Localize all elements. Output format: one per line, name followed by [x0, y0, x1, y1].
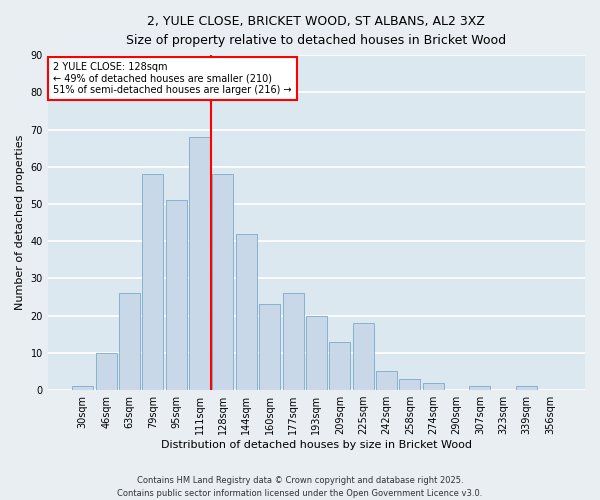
- Bar: [306, 316, 327, 390]
- Bar: [95, 353, 116, 390]
- Bar: [353, 323, 374, 390]
- Y-axis label: Number of detached properties: Number of detached properties: [15, 135, 25, 310]
- Text: Contains HM Land Registry data © Crown copyright and database right 2025.
Contai: Contains HM Land Registry data © Crown c…: [118, 476, 482, 498]
- Title: 2, YULE CLOSE, BRICKET WOOD, ST ALBANS, AL2 3XZ
Size of property relative to det: 2, YULE CLOSE, BRICKET WOOD, ST ALBANS, …: [127, 15, 506, 47]
- Bar: [142, 174, 163, 390]
- Text: 2 YULE CLOSE: 128sqm
← 49% of detached houses are smaller (210)
51% of semi-deta: 2 YULE CLOSE: 128sqm ← 49% of detached h…: [53, 62, 292, 95]
- Bar: [259, 304, 280, 390]
- Bar: [236, 234, 257, 390]
- Bar: [400, 379, 421, 390]
- Bar: [166, 200, 187, 390]
- Bar: [189, 137, 210, 390]
- Bar: [376, 372, 397, 390]
- X-axis label: Distribution of detached houses by size in Bricket Wood: Distribution of detached houses by size …: [161, 440, 472, 450]
- Bar: [469, 386, 490, 390]
- Bar: [423, 382, 444, 390]
- Bar: [119, 294, 140, 390]
- Bar: [516, 386, 537, 390]
- Bar: [329, 342, 350, 390]
- Bar: [212, 174, 233, 390]
- Bar: [72, 386, 93, 390]
- Bar: [283, 294, 304, 390]
